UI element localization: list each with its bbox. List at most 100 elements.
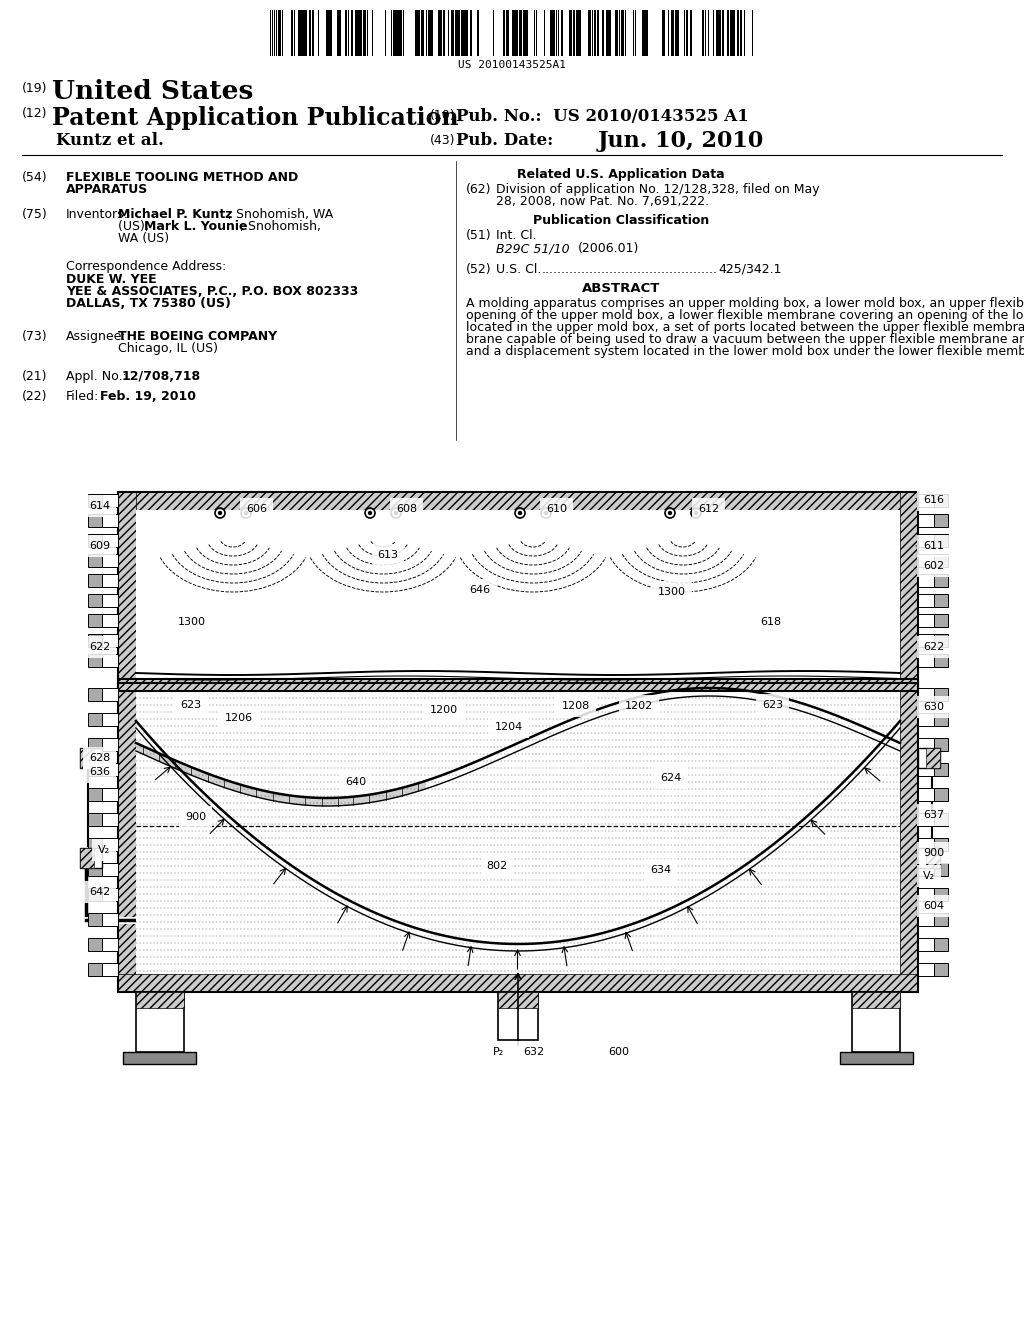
Text: 614: 614 [89,502,110,511]
Bar [308,11,311,55]
Bar [421,11,424,55]
Text: brane capable of being used to draw a vacuum between the upper flexible membrane: brane capable of being used to draw a va… [466,333,1024,346]
Bar [102,574,118,587]
Bar [934,838,948,851]
Bar [561,11,563,55]
Bar [900,492,918,682]
Bar [428,11,433,55]
Bar [544,11,545,55]
Text: (52): (52) [466,263,492,276]
Bar [934,863,948,876]
Bar [534,11,536,55]
Text: , Snohomish,: , Snohomish, [240,220,321,234]
Bar [442,11,443,55]
Bar [282,11,284,55]
Bar [918,574,934,587]
Bar [934,964,948,975]
Bar [392,11,394,55]
Circle shape [218,511,221,515]
Bar [123,1052,196,1064]
Text: 1208: 1208 [562,701,590,711]
Bar [358,11,361,55]
Bar [840,1052,913,1064]
Bar [918,594,934,607]
Bar [926,748,940,768]
Bar [644,11,647,55]
Text: Related U.S. Application Data: Related U.S. Application Data [517,168,725,181]
Bar [918,738,934,751]
Text: Inventors:: Inventors: [66,209,129,220]
Text: (62): (62) [466,183,492,195]
Bar [592,11,594,55]
Text: WA (US): WA (US) [118,232,169,246]
Text: 12/708,718: 12/708,718 [122,370,201,383]
Text: 608: 608 [396,504,417,513]
Text: Jun. 10, 2010: Jun. 10, 2010 [598,129,764,152]
Bar [88,513,102,527]
Bar [625,11,626,55]
Bar [606,11,610,55]
Bar [934,554,948,568]
Bar [642,11,643,55]
Text: 1206: 1206 [225,713,253,723]
Text: THE BOEING COMPANY: THE BOEING COMPANY [118,330,278,343]
Text: Correspondence Address:: Correspondence Address: [66,260,226,273]
Text: 602: 602 [923,561,944,572]
Bar [918,863,934,876]
Text: Chicago, IL (US): Chicago, IL (US) [118,342,218,355]
Bar [88,888,102,902]
Bar [622,11,624,55]
Circle shape [394,511,397,515]
Bar [136,993,184,1008]
Bar [298,11,302,55]
Bar [934,713,948,726]
Text: and a displacement system located in the lower mold box under the lower flexible: and a displacement system located in the… [466,345,1024,358]
Bar [918,748,940,768]
Bar [740,11,742,55]
Bar [326,11,328,55]
Bar [102,535,118,546]
Text: Feb. 19, 2010: Feb. 19, 2010 [100,389,196,403]
Bar [503,11,506,55]
Bar [88,535,102,546]
Text: 425/342.1: 425/342.1 [719,263,782,276]
Bar [934,535,948,546]
Text: Appl. No.:: Appl. No.: [66,370,127,383]
Text: ABSTRACT: ABSTRACT [582,282,660,294]
Bar [573,11,575,55]
Bar [351,11,353,55]
Text: 606: 606 [246,504,267,513]
Bar [730,11,735,55]
Text: 623: 623 [762,700,783,710]
Text: 612: 612 [698,504,719,513]
Bar [934,494,948,507]
Circle shape [545,511,548,515]
Text: DALLAS, TX 75380 (US): DALLAS, TX 75380 (US) [66,297,230,310]
Bar [355,11,357,55]
Bar [88,838,102,851]
Bar [690,11,692,55]
Bar [102,838,118,851]
Bar [918,847,940,869]
Bar [302,11,307,55]
Bar [900,682,918,993]
Text: (2006.01): (2006.01) [578,242,639,255]
Text: 600: 600 [608,1047,629,1057]
Bar [136,685,900,974]
Bar [136,510,900,682]
Text: V₂: V₂ [923,871,935,880]
Text: 613: 613 [378,550,398,560]
Text: located in the upper mold box, a set of ports located between the upper flexible: located in the upper mold box, a set of … [466,321,1024,334]
Bar [477,11,479,55]
Text: ,: , [240,330,244,343]
Bar [675,11,679,55]
Text: Mark L. Younie: Mark L. Younie [144,220,248,234]
Text: DUKE W. YEE: DUKE W. YEE [66,273,157,286]
Bar [88,863,102,876]
Bar [102,494,118,507]
Bar [934,653,948,667]
Bar [362,11,366,55]
Bar [512,11,516,55]
Bar [102,653,118,667]
Bar [118,492,136,682]
